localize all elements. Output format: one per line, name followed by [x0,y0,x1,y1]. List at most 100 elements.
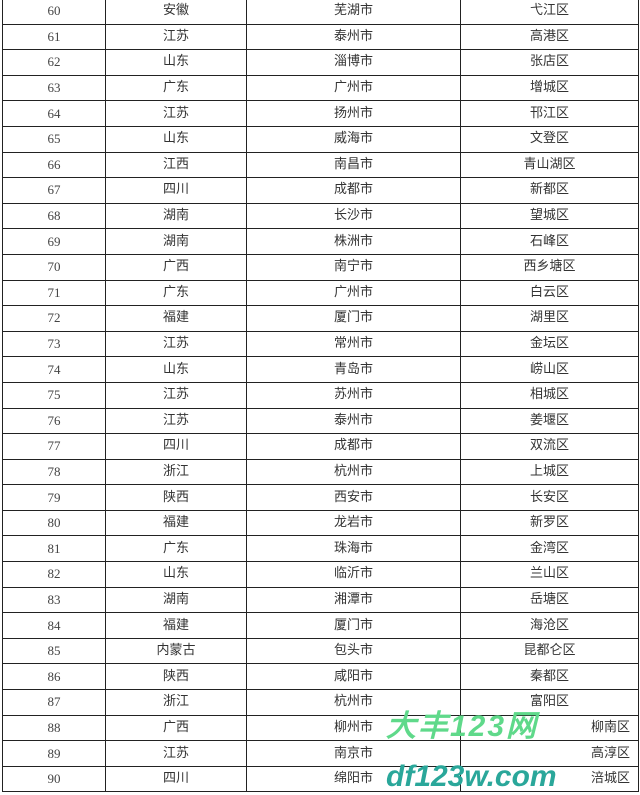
table-row: 89 江苏 南京市 高淳区 [2,740,639,767]
table-row: 87 浙江 杭州市 富阳区 [2,689,639,716]
row-number-cell: 75 [2,381,106,409]
province-cell: 四川 [105,433,247,460]
city-cell: 南宁市 [246,253,461,281]
district-cell: 昆都仑区 [460,637,639,665]
district-cell: 柳南区 [460,714,639,742]
city-cell: 龙岩市 [246,509,461,537]
table-row: 78 浙江 杭州市 上城区 [2,458,639,486]
row-number-cell: 83 [2,586,106,614]
table-row: 84 福建 厦门市 海沧区 [2,612,639,639]
province-cell: 广东 [105,535,247,563]
table-row: 90 四川 绵阳市 涪城区 [2,765,639,793]
province-cell: 江西 [105,151,247,179]
city-cell: 杭州市 [246,689,461,716]
city-cell: 湘潭市 [246,586,461,614]
city-cell: 西安市 [246,484,461,511]
city-cell: 威海市 [246,125,461,153]
province-cell: 陕西 [105,663,247,691]
row-number-cell: 85 [2,637,106,665]
table-row: 71 广东 广州市 白云区 [2,279,639,307]
row-number-cell: 79 [2,484,106,511]
city-cell: 长沙市 [246,202,461,230]
row-number-cell: 82 [2,561,106,588]
province-cell: 广东 [105,74,247,102]
row-number-cell: 64 [2,100,106,127]
city-cell: 咸阳市 [246,663,461,691]
city-cell: 广州市 [246,279,461,307]
district-cell: 金湾区 [460,535,639,563]
district-cell: 相城区 [460,381,639,409]
district-cell: 高淳区 [460,740,639,767]
province-cell: 广西 [105,253,247,281]
city-cell: 泰州市 [246,23,461,51]
city-cell: 厦门市 [246,305,461,332]
row-number-cell: 87 [2,689,106,716]
province-cell: 山东 [105,561,247,588]
row-number-cell: 70 [2,253,106,281]
province-cell: 山东 [105,49,247,76]
row-number-cell: 81 [2,535,106,563]
table-row: 63 广东 广州市 增城区 [2,74,639,102]
province-cell: 内蒙古 [105,637,247,665]
province-cell: 山东 [105,125,247,153]
district-cell: 邗江区 [460,100,639,127]
province-cell: 湖南 [105,586,247,614]
province-cell: 福建 [105,305,247,332]
province-cell: 福建 [105,612,247,639]
district-cell: 姜堰区 [460,407,639,435]
row-number-cell: 60 [2,0,106,25]
watermark-line1-text: 大丰123网 [386,710,539,743]
province-cell: 江苏 [105,381,247,409]
table-row: 88 广西 柳州市 柳南区 [2,714,639,742]
district-cell: 岳塘区 [460,586,639,614]
row-number-cell: 80 [2,509,106,537]
table-row: 61 江苏 泰州市 高港区 [2,23,639,51]
row-number-cell: 90 [2,765,106,793]
table-row: 60 安徽 芜湖市 弋江区 [2,0,639,25]
district-cell: 高港区 [460,23,639,51]
table-row: 79 陕西 西安市 长安区 [2,484,639,511]
watermark-line2: df123w.com [386,762,557,792]
district-cell: 新都区 [460,177,639,204]
district-cell: 新罗区 [460,509,639,537]
district-cell: 崂山区 [460,356,639,383]
row-number-cell: 69 [2,228,106,255]
city-cell: 珠海市 [246,535,461,563]
city-cell: 常州市 [246,330,461,358]
city-cell: 杭州市 [246,458,461,486]
province-cell: 四川 [105,765,247,793]
table-row: 83 湖南 湘潭市 岳塘区 [2,586,639,614]
row-number-cell: 84 [2,612,106,639]
district-cell: 秦都区 [460,663,639,691]
district-cell: 望城区 [460,202,639,230]
province-cell: 山东 [105,356,247,383]
city-cell: 成都市 [246,177,461,204]
table-row: 80 福建 龙岩市 新罗区 [2,509,639,537]
district-cell: 海沧区 [460,612,639,639]
city-cell: 南昌市 [246,151,461,179]
province-cell: 浙江 [105,689,247,716]
district-cell: 张店区 [460,49,639,76]
province-cell: 福建 [105,509,247,537]
province-cell: 浙江 [105,458,247,486]
city-cell: 南京市 [246,740,461,767]
province-cell: 安徽 [105,0,247,25]
province-cell: 陕西 [105,484,247,511]
row-number-cell: 63 [2,74,106,102]
table-row: 68 湖南 长沙市 望城区 [2,202,639,230]
row-number-cell: 88 [2,714,106,742]
district-cell: 湖里区 [460,305,639,332]
row-number-cell: 72 [2,305,106,332]
city-cell: 芜湖市 [246,0,461,25]
row-number-cell: 76 [2,407,106,435]
table-row: 73 江苏 常州市 金坛区 [2,330,639,358]
city-cell: 绵阳市 [246,765,461,793]
city-cell: 广州市 [246,74,461,102]
table-row: 85 内蒙古 包头市 昆都仑区 [2,637,639,665]
province-cell: 广西 [105,714,247,742]
table-row: 72 福建 厦门市 湖里区 [2,305,639,332]
district-cell: 西乡塘区 [460,253,639,281]
table-row: 62 山东 淄博市 张店区 [2,49,639,76]
